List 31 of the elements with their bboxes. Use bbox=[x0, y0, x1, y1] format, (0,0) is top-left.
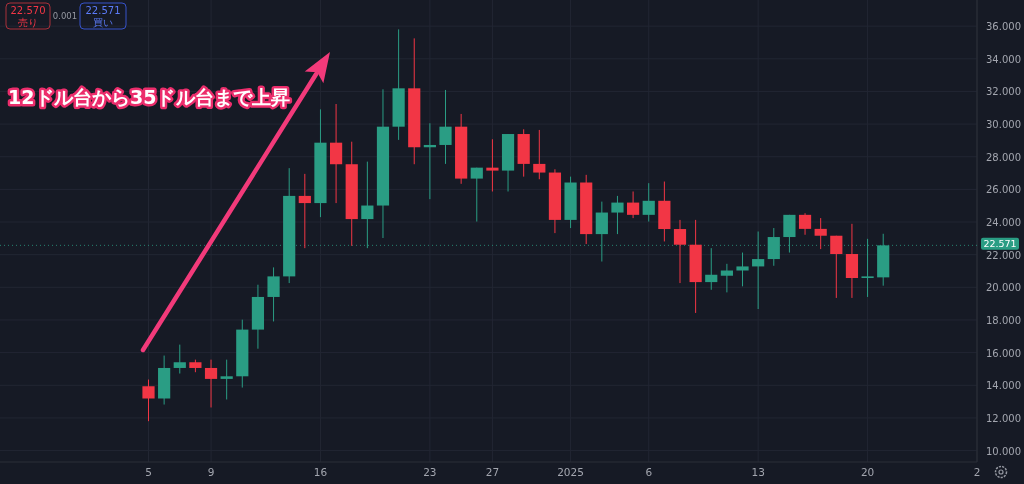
y-tick-label: 24.000 bbox=[986, 217, 1021, 229]
y-tick-label: 20.000 bbox=[986, 282, 1021, 294]
x-tick-label: 20 bbox=[860, 466, 875, 478]
annotation: 売り bbox=[18, 17, 38, 28]
x-tick-label: 13 bbox=[751, 466, 765, 478]
y-tick-label: 10.000 bbox=[986, 445, 1021, 457]
y-tick-label: 12.000 bbox=[986, 412, 1021, 424]
y-tick-label: 36.000 bbox=[986, 21, 1021, 33]
y-tick-label: 14.000 bbox=[986, 380, 1021, 392]
y-tick-label: 18.000 bbox=[986, 314, 1021, 326]
x-tick-label: 2 bbox=[973, 466, 981, 478]
annotation: 22.570 bbox=[10, 5, 46, 16]
y-tick-label: 30.000 bbox=[986, 119, 1021, 131]
y-tick-label: 32.000 bbox=[986, 86, 1021, 98]
y-tick-label: 26.000 bbox=[986, 184, 1021, 196]
annotation: 12ドル台から35ドル台まで上昇 bbox=[8, 86, 290, 108]
x-tick-label: 16 bbox=[313, 466, 328, 478]
x-tick-label: 27 bbox=[485, 466, 500, 478]
x-tick-label: 9 bbox=[207, 466, 215, 478]
y-tick-label: 22.000 bbox=[986, 249, 1021, 261]
annotation: 22.571 bbox=[85, 5, 121, 16]
annotation: 買い bbox=[93, 17, 113, 28]
x-tick-label: 6 bbox=[645, 466, 653, 478]
x-tick-label: 5 bbox=[145, 466, 152, 478]
y-tick-label: 16.000 bbox=[986, 347, 1021, 359]
x-tick-label: 23 bbox=[423, 466, 437, 478]
annotation: 0.001 bbox=[52, 11, 78, 21]
ref-line-label: 22.571 bbox=[983, 238, 1017, 250]
x-tick-label: 2025 bbox=[557, 466, 584, 478]
y-tick-label: 34.000 bbox=[986, 53, 1021, 65]
y-tick-label: 28.000 bbox=[986, 151, 1021, 163]
